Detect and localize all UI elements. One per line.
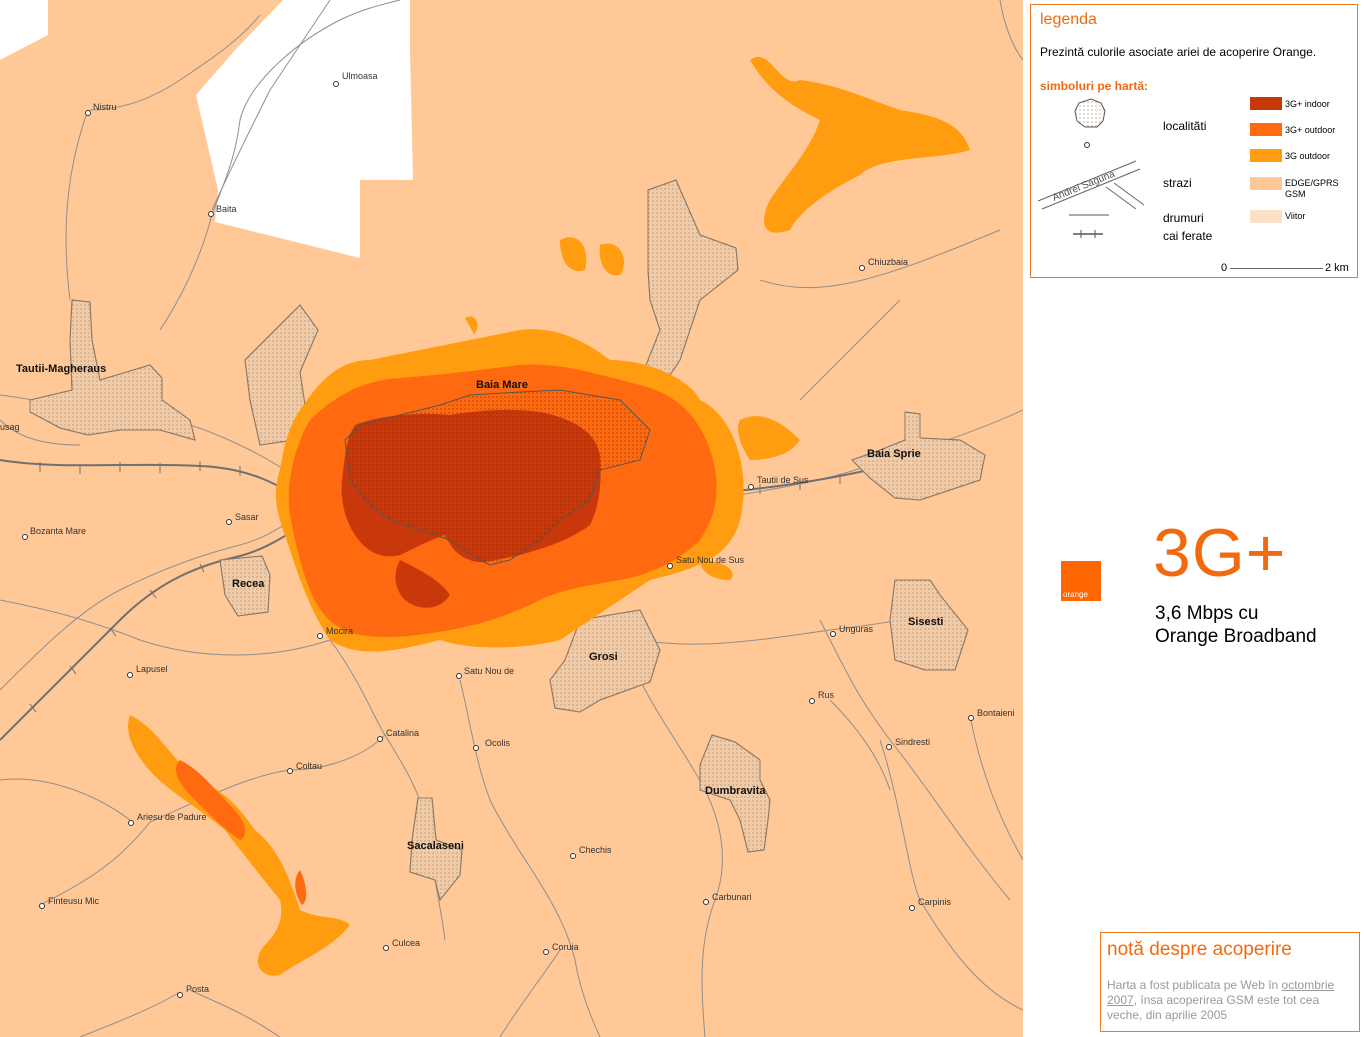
place-label[interactable]: Lapusel <box>136 664 168 674</box>
scale-end: 2 km <box>1325 262 1349 274</box>
place-label[interactable]: Catalina <box>386 728 419 738</box>
locality-label: localitãti <box>1163 119 1207 133</box>
place-label[interactable]: usag <box>0 422 20 432</box>
place-label[interactable]: Posta <box>186 984 209 994</box>
railway-ticks <box>29 461 841 713</box>
place-label[interactable]: Rus <box>818 690 835 700</box>
swatch-label: 3G outdoor <box>1285 151 1331 161</box>
promo-line2: Orange Broadband <box>1155 626 1317 647</box>
place-label[interactable]: Culcea <box>392 938 420 948</box>
street-symbol-icon: Andrei Saguna <box>1037 160 1145 210</box>
town-label[interactable]: Recea <box>232 578 265 590</box>
scale-start: 0 <box>1221 262 1228 274</box>
swatch-3g-plus-indoor <box>1250 97 1282 110</box>
promo-line1: 3,6 Mbps cu <box>1155 603 1259 624</box>
streets-label: strazi <box>1163 176 1192 190</box>
place-label[interactable]: Coltau <box>296 761 322 771</box>
swatch-label: Viitor <box>1285 211 1306 221</box>
note-date-link[interactable]: octombrie 2007 <box>1107 978 1335 1007</box>
place-symbol-icon <box>1084 142 1090 148</box>
swatch-label: EDGE/GPRS GSM <box>1285 178 1339 199</box>
swatch-viitor <box>1250 210 1282 223</box>
place-label[interactable]: Bontaieni <box>977 708 1015 718</box>
promo-headline: 3G+ <box>1153 515 1287 591</box>
promo-text: 3,6 Mbps cu Orange Broadband <box>1155 602 1317 648</box>
logo-text: orange <box>1063 590 1088 599</box>
no-coverage-area <box>196 0 413 258</box>
svg-text:Andrei Saguna: Andrei Saguna <box>1051 169 1117 204</box>
swatch-label: 3G+ outdoor <box>1285 125 1336 135</box>
railway-symbol-icon <box>1073 230 1103 238</box>
place-label[interactable]: Satu Nou de <box>464 666 514 676</box>
place-label[interactable]: Coruia <box>552 942 579 952</box>
place-label[interactable]: Ariesu de Padure <box>137 812 207 822</box>
legend-description: Prezintă culorile asociate ariei de acop… <box>1040 45 1317 59</box>
roads <box>0 0 1023 1037</box>
town-label[interactable]: Baia Sprie <box>867 448 921 460</box>
place-label[interactable]: Sindresti <box>895 737 930 747</box>
swatch-edge-gprs-gsm <box>1250 177 1282 190</box>
town-label[interactable]: Tautii-Magheraus <box>16 363 106 375</box>
legend-symbols-title: simboluri pe hartă: <box>1040 79 1149 93</box>
scale-bar <box>1230 268 1323 269</box>
railways-label: cai ferate <box>1163 229 1213 243</box>
place-label[interactable]: Baita <box>216 204 237 214</box>
town-label[interactable]: Grosi <box>589 651 618 663</box>
coverage-map[interactable]: Baia Mare Baia Sprie Tautii-Magheraus Re… <box>0 0 1023 1037</box>
no-coverage-area <box>0 0 48 60</box>
place-label[interactable]: Chiuzbaia <box>868 257 908 267</box>
swatch-3g-plus-outdoor <box>1250 123 1282 136</box>
place-label[interactable]: Carpinis <box>918 897 952 907</box>
place-label[interactable]: Carbunari <box>712 892 752 902</box>
place-label[interactable]: Mocira <box>326 626 353 636</box>
note-title: notă despre acoperire <box>1107 939 1292 960</box>
note-text: Harta a fost publicata pe Web în octombr… <box>1107 978 1335 1022</box>
roads-label: drumuri <box>1163 211 1204 225</box>
locality-symbol-icon <box>1074 98 1106 128</box>
road-symbol-icon <box>1069 214 1109 216</box>
legend-panel: legenda Prezintă culorile asociate ariei… <box>1030 4 1358 278</box>
place-markers <box>22 81 974 998</box>
legend-title: legenda <box>1040 11 1097 28</box>
place-label[interactable]: Unguras <box>839 624 874 634</box>
town-label[interactable]: Baia Mare <box>476 379 528 391</box>
place-label[interactable]: Satu Nou de Sus <box>676 555 745 565</box>
place-label[interactable]: Sasar <box>235 512 259 522</box>
locality-areas <box>29 179 986 902</box>
baia-mare-area <box>344 389 651 566</box>
swatch-label: 3G+ indoor <box>1285 99 1330 109</box>
place-label[interactable]: Finteusu Mic <box>48 896 100 906</box>
place-label[interactable]: Ulmoasa <box>342 71 378 81</box>
orange-logo[interactable]: orange <box>1061 561 1101 601</box>
place-label[interactable]: Tautii de Sus <box>757 475 809 485</box>
place-label[interactable]: Bozanta Mare <box>30 526 86 536</box>
place-label[interactable]: Ocolis <box>485 738 511 748</box>
town-label[interactable]: Dumbravita <box>705 785 766 797</box>
place-label[interactable]: Chechis <box>579 845 612 855</box>
town-label[interactable]: Sacalaseni <box>407 840 464 852</box>
place-label[interactable]: Nistru <box>93 102 117 112</box>
coverage-note: notă despre acoperire Harta a fost publi… <box>1100 932 1360 1032</box>
town-label[interactable]: Sisesti <box>908 616 943 628</box>
swatch-3g-outdoor <box>1250 149 1282 162</box>
